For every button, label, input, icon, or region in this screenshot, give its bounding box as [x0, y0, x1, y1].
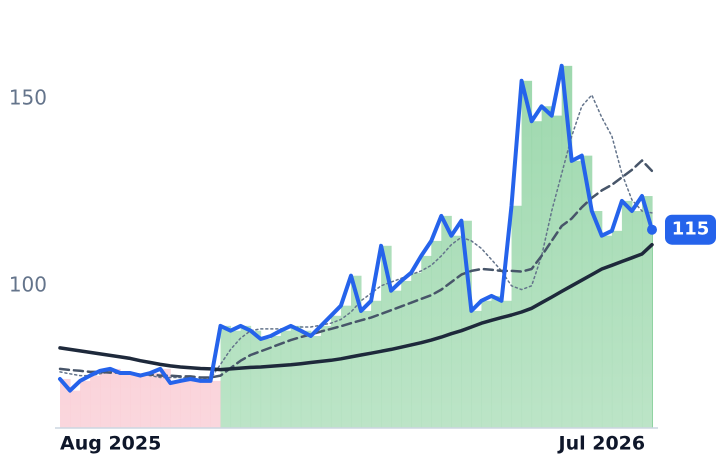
- price-area: [652, 229, 653, 428]
- last-value-badge: [665, 214, 716, 245]
- series-line: [59, 94, 653, 381]
- y-tick-label: 100: [9, 272, 47, 296]
- last-point: [647, 224, 657, 235]
- last-value-label: 115: [672, 219, 710, 240]
- y-tick-label: 150: [9, 85, 47, 109]
- series-line: [58, 63, 654, 393]
- x-tick-label: Jul 2026: [557, 433, 646, 455]
- series-line: [58, 159, 654, 379]
- x-tick-label: Aug 2025: [60, 433, 161, 455]
- series-line: [58, 242, 654, 372]
